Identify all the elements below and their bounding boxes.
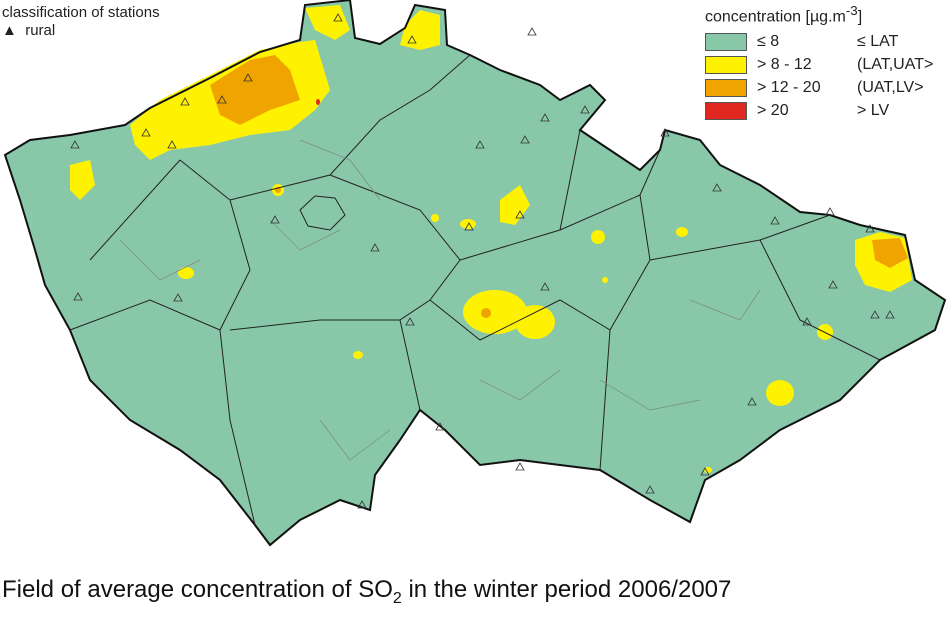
legend-item: > 8 - 12 (LAT,UAT>	[705, 53, 933, 76]
region-border	[459, 149, 661, 261]
rural-station-triangle	[243, 73, 253, 82]
district-border	[479, 369, 561, 401]
rural-station-triangle	[70, 140, 80, 149]
legend-limit: (UAT,LV>	[857, 78, 924, 96]
district-border	[269, 219, 341, 251]
concentration-zone	[704, 467, 712, 473]
rural-station-triangle	[515, 210, 525, 219]
concentration-zone	[463, 290, 527, 334]
region-border	[759, 239, 881, 361]
concentration-zone	[400, 10, 440, 50]
rural-station-triangle	[435, 422, 445, 431]
rural-station-triangle	[475, 140, 485, 149]
rural-station-triangle	[802, 317, 812, 326]
concentration-zone	[602, 277, 608, 283]
country-border	[3, 0, 947, 547]
legend-range: > 8 - 12	[757, 55, 812, 73]
region-border	[229, 54, 471, 201]
rural-station-triangle	[333, 13, 343, 22]
rural-station-triangle	[141, 128, 151, 137]
rural-station-triangle	[865, 224, 875, 233]
rural-station-triangle	[825, 207, 835, 216]
rural-station-triangle	[747, 397, 757, 406]
concentration-zone	[872, 238, 908, 268]
region-border	[69, 299, 221, 331]
rural-station-triangle	[167, 140, 177, 149]
rural-station-triangle	[405, 317, 415, 326]
rural-station-triangle	[520, 135, 530, 144]
region-border	[229, 319, 400, 331]
district-border	[119, 239, 201, 281]
region-border	[179, 159, 256, 526]
rural-station-triangle	[540, 113, 550, 122]
rural-station-triangle	[645, 485, 655, 494]
rural-station-triangle	[464, 222, 474, 231]
concentration-zone	[676, 227, 688, 237]
rural-station-triangle	[700, 467, 710, 476]
concentration-zone	[431, 214, 439, 222]
rural-station-triangle	[515, 462, 525, 471]
rural-station-triangle	[712, 183, 722, 192]
rural-station-triangle	[407, 35, 417, 44]
rural-station-triangle	[527, 27, 537, 36]
legend-range: > 20	[757, 101, 789, 119]
concentration-zone	[353, 351, 363, 359]
region-border	[559, 129, 581, 231]
rural-station-triangle	[828, 280, 838, 289]
district-border	[599, 379, 701, 411]
concentration-zone	[210, 55, 300, 125]
legend-swatch	[705, 55, 747, 74]
concentration-zone	[178, 267, 194, 279]
legend-range: ≤ 8	[757, 32, 780, 50]
rural-station-triangle	[870, 310, 880, 319]
legend-swatch	[705, 78, 747, 97]
legend-item: ≤ 8 ≤ LAT	[705, 30, 933, 53]
rural-station-triangle	[540, 282, 550, 291]
region-border	[89, 159, 181, 261]
rural-station-triangle	[885, 310, 895, 319]
legend-limit: > LV	[857, 101, 890, 119]
rural-station-triangle	[180, 97, 190, 106]
concentration-zone	[766, 380, 794, 406]
concentration-zone	[70, 160, 95, 200]
rural-station-triangle	[173, 293, 183, 302]
rural-station-triangle	[580, 105, 590, 114]
concentration-zone	[481, 308, 491, 318]
map-caption: Field of average concentration of SO2 in…	[2, 576, 732, 607]
rural-station-triangle	[770, 216, 780, 225]
concentration-zone	[515, 305, 555, 339]
station-classification-legend: classification of stations ▲ rural	[2, 4, 160, 40]
station-legend-title: classification of stations	[2, 4, 160, 21]
station-legend-label: rural	[25, 22, 56, 39]
rural-station-triangle	[370, 243, 380, 252]
legend-item: > 12 - 20 (UAT,LV>	[705, 76, 933, 99]
district-border	[319, 419, 391, 461]
district-border	[299, 139, 381, 201]
rural-station-triangle	[660, 128, 670, 137]
legend-swatch	[705, 101, 747, 120]
concentration-legend: concentration [µg.m-3] ≤ 8 ≤ LAT > 8 - 12 (…	[705, 3, 933, 122]
rural-station-triangle	[357, 500, 367, 509]
concentration-zone	[316, 99, 320, 105]
legend-range: > 12 - 20	[757, 78, 821, 96]
legend-title: concentration [µg.m-3]	[705, 3, 863, 26]
rural-station-triangle	[73, 292, 83, 301]
rural-station-triangle	[217, 95, 227, 104]
concentration-map	[3, 0, 947, 547]
district-border	[689, 289, 761, 321]
legend-limit: ≤ LAT	[857, 32, 899, 50]
legend-swatch	[705, 32, 747, 51]
prague-border	[299, 195, 346, 231]
legend-item: > 20 > LV	[705, 99, 933, 122]
triangle-icon: ▲	[2, 22, 17, 39]
legend-limit: (LAT,UAT>	[857, 55, 934, 73]
region-border	[429, 299, 611, 471]
station-legend-item: ▲ rural	[2, 22, 160, 40]
rural-station-triangle	[270, 215, 280, 224]
concentration-zone	[305, 5, 350, 40]
region-border	[329, 174, 461, 411]
concentration-zone	[591, 230, 605, 244]
